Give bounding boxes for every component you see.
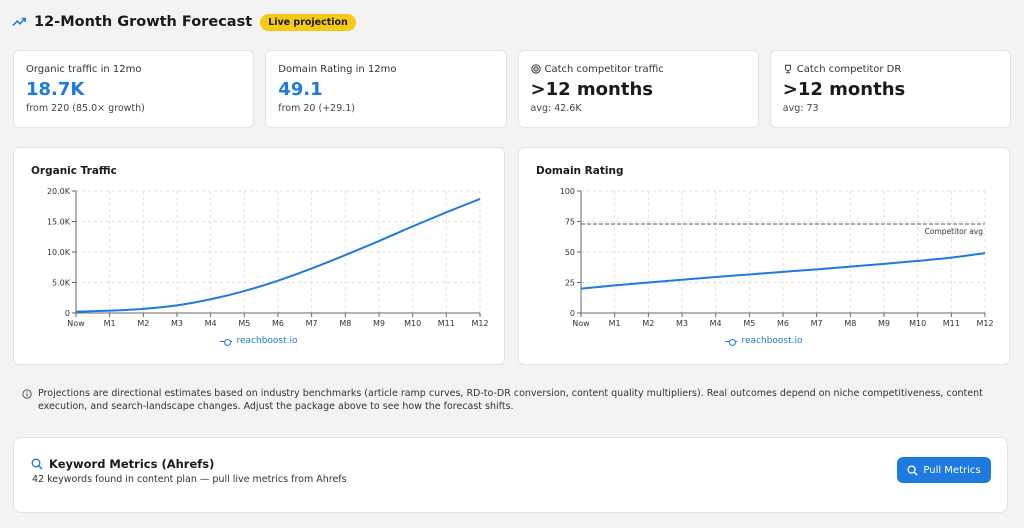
target-icon [530,64,541,74]
x-tick-label: M9 [373,319,385,328]
kpi-label-row: Catch competitor traffic [530,62,746,76]
info-icon [22,389,32,399]
search-icon [907,464,918,476]
chart-legend: reachboost.io [14,336,504,346]
x-tick-label: M1 [104,319,116,328]
x-tick-label: M8 [339,319,351,328]
kpi-card-dr: Domain Rating in 12mo 49.1 from 20 (+29.… [265,50,507,128]
x-tick-label: M3 [676,319,688,328]
kpi-card-catch-traffic: Catch competitor traffic >12 months avg:… [517,50,759,128]
legend-line-icon [725,338,738,346]
page-title: 12-Month Growth Forecast [34,14,253,30]
y-tick-label: 10.0K [47,248,71,257]
x-tick-label: M2 [137,319,149,328]
kpi-label: Catch competitor traffic [544,63,664,75]
chart-legend: reachboost.io [519,336,1009,346]
kpi-card-catch-dr: Catch competitor DR >12 months avg: 73 [769,50,1011,128]
trophy-icon [784,64,791,74]
x-tick-label: M3 [171,319,183,328]
domain-rating-chart-card: Domain Rating 0 25 50 75 100 Now M1 M2 M3 M4 M5 M6 M… [518,147,1010,365]
kpi-sub: from 220 (85.0× growth) [26,103,145,114]
y-tick-label: 75 [565,218,575,227]
legend-line-icon [220,338,233,346]
pull-metrics-button[interactable]: Pull Metrics [897,457,991,483]
x-tick-label: M4 [710,319,722,328]
x-tick-label: Now [67,319,85,328]
series-line [75,198,481,313]
x-tick-label: M10 [404,319,421,328]
x-tick-label: M5 [238,319,250,328]
x-tick-label: M5 [743,319,755,328]
kpi-sub: from 20 (+29.1) [278,103,356,114]
kpi-row: Organic traffic in 12mo 18.7K from 220 (… [13,50,1011,128]
x-tick-label: M2 [642,319,654,328]
legend-label: reachboost.io [741,336,803,346]
live-projection-badge: Live projection [260,13,356,31]
kpi-label: Organic traffic in 12mo [26,63,142,75]
series-line [580,252,986,290]
kpi-sub: avg: 73 [782,103,819,114]
x-tick-label: M9 [878,319,890,328]
keyword-metrics-card: Keyword Metrics (Ahrefs) 42 keywords fou… [13,437,1008,513]
x-tick-label: M1 [609,319,621,328]
legend-label: reachboost.io [236,336,298,346]
y-tick-label: 20.0K [47,187,71,196]
kpi-label: Domain Rating in 12mo [278,63,397,75]
x-tick-label: M10 [909,319,926,328]
y-tick-label: 100 [560,187,575,196]
y-tick-label: 15.0K [47,218,71,227]
chart-title: Domain Rating [536,165,624,177]
chart-title: Organic Traffic [31,165,117,177]
keyword-metrics-title: Keyword Metrics (Ahrefs) [49,457,215,471]
x-tick-label: Now [572,319,590,328]
organic-traffic-chart-card: Organic Traffic 0 5.0K 10.0K 15.0K 20.0K Now M… [13,147,505,365]
kpi-label: Catch competitor DR [796,63,902,75]
y-tick-label: 50 [565,248,575,257]
competitor-avg-label: Competitor avg [925,227,984,236]
kpi-value: 18.7K [26,78,85,100]
pull-metrics-label: Pull Metrics [923,464,981,476]
kpi-label-row: Catch competitor DR [783,62,998,76]
keyword-metrics-subtitle: 42 keywords found in content plan — pull… [32,474,347,485]
page-header: 12-Month Growth Forecast Live projection [12,10,356,34]
x-tick-label: M11 [943,319,960,328]
kpi-sub: avg: 42.6K [530,103,582,114]
x-tick-label: M4 [205,319,217,328]
y-tick-label: 0 [570,309,575,318]
domain-rating-chart: 0 25 50 75 100 Now M1 M2 M3 M4 M5 M6 M7 M8 M9 M10 M11 M12… [560,187,994,328]
keyword-metrics-heading: Keyword Metrics (Ahrefs) [31,457,214,471]
x-tick-label: M11 [438,319,455,328]
kpi-card-traffic: Organic traffic in 12mo 18.7K from 220 (… [13,50,255,128]
projection-note: Projections are directional estimates ba… [22,387,1002,413]
x-tick-label: M6 [272,319,284,328]
y-tick-label: 0 [65,309,70,318]
kpi-value: >12 months [530,78,653,100]
search-icon [31,458,43,470]
y-tick-label: 25 [565,279,575,288]
note-text: Projections are directional estimates ba… [38,388,983,412]
x-tick-label: M7 [306,319,318,328]
x-tick-label: M7 [811,319,823,328]
x-tick-label: M8 [844,319,856,328]
x-tick-label: M12 [976,319,993,328]
kpi-value: 49.1 [278,78,323,100]
trending-up-icon [12,17,26,27]
x-tick-label: M6 [777,319,789,328]
kpi-value: >12 months [782,78,906,100]
x-tick-label: M12 [471,319,488,328]
organic-traffic-chart: 0 5.0K 10.0K 15.0K 20.0K Now M1 M2 M3 M4 M5 M6 M7 M8 M… [47,187,489,328]
y-tick-label: 5.0K [52,279,71,288]
